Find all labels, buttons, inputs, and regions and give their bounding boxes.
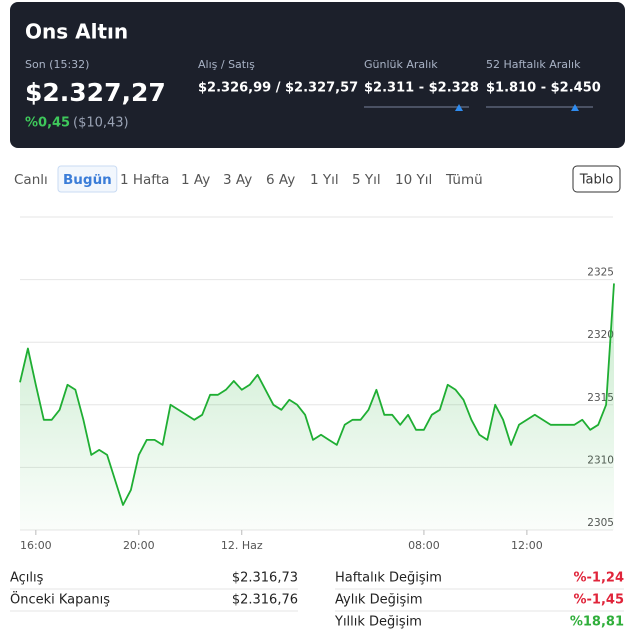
x-tick-label: 12:00 [511,539,543,552]
stat-value: $2.316,73 [232,571,298,586]
stat-label: Yıllık Değişim [334,615,422,630]
y-tick-label: 2325 [587,267,614,279]
tab[interactable]: 1 Ay [181,172,210,188]
daily-range: $2.311 - $2.328 [364,81,479,96]
x-tick-label: 08:00 [408,539,440,552]
stat-label: Açılış [10,571,44,586]
price: $2.327,27 [25,78,166,107]
tab[interactable]: Bugün [63,172,112,188]
change-pct: %0,45 [25,116,70,131]
table-button[interactable]: Tablo [579,173,614,188]
daily-range-label: Günlük Aralık [364,58,438,71]
week52-label: 52 Haftalık Aralık [486,58,581,71]
header-panel [10,2,625,148]
y-tick-label: 2320 [587,329,614,341]
bid-ask: $2.326,99 / $2.327,57 [198,81,358,96]
range-marker [571,104,579,111]
x-tick-label: 12. Haz [221,539,263,552]
tab[interactable]: 1 Hafta [120,172,169,188]
tab[interactable]: Tümü [445,172,483,188]
tab[interactable]: 10 Yıl [395,172,432,188]
area [20,283,614,530]
bid-ask-label: Alış / Satış [198,58,255,71]
change-abs: ($10,43) [73,116,129,131]
table-button-box[interactable] [572,165,621,193]
tab[interactable]: 3 Ay [223,172,252,188]
tab[interactable]: 1 Yıl [310,172,339,188]
price-line [19,283,615,506]
stat-value: %18,81 [570,615,624,630]
stat-value: %-1,45 [574,593,625,608]
tab[interactable]: 5 Yıl [352,172,381,188]
title: Ons Altın [25,20,128,44]
stat-label: Aylık Değişim [335,593,423,608]
week52-range: $1.810 - $2.450 [486,81,601,96]
tab-active-box[interactable] [57,165,118,193]
x-tick-label: 20:00 [123,539,155,552]
stat-value: %-1,24 [574,571,625,586]
stat-value: $2.316,76 [232,593,298,608]
tab[interactable]: 6 Ay [266,172,295,188]
stat-label: Önceki Kapanış [10,591,110,608]
x-tick-label: 16:00 [20,539,52,552]
stat-label: Haftalık Değişim [335,571,442,586]
tab[interactable]: Canlı [14,172,48,188]
range-marker [455,104,463,111]
last-label: Son (15:32) [25,58,89,71]
